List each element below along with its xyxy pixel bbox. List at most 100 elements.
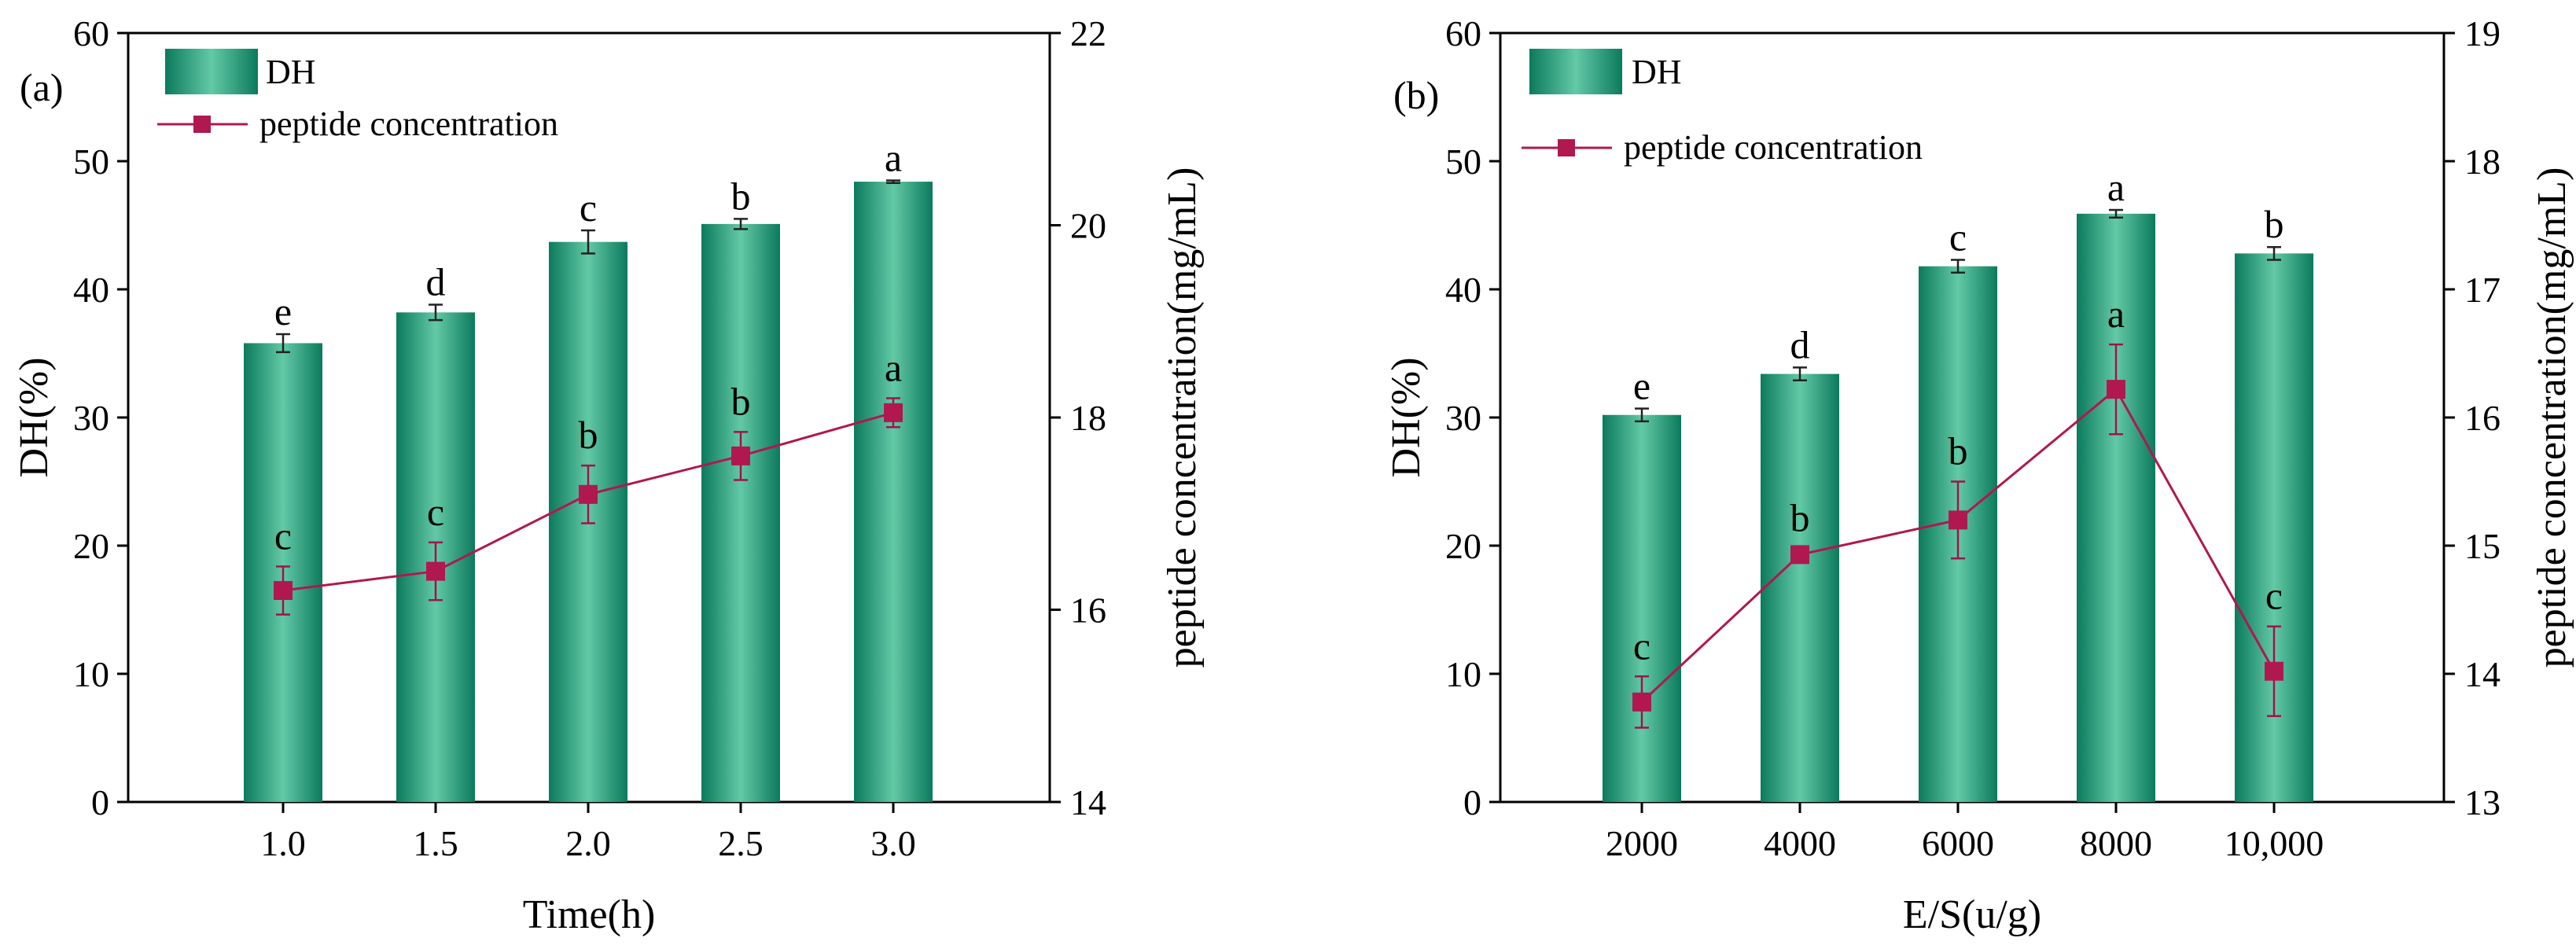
chart-a-legend-bar-label: DH	[266, 53, 316, 91]
line-point	[884, 403, 903, 422]
chart-b-legend-line-label: peptide concentration	[1624, 128, 1923, 167]
chart-b-y2-ticks: 13 14 15 16 17 18 19	[2444, 13, 2501, 822]
x-tick-label: 2.5	[718, 823, 764, 863]
chart-a-ylabel: DH(%)	[12, 357, 57, 477]
y-tick-label: 50	[1445, 142, 1481, 182]
line-significance-letter: c	[1633, 623, 1650, 668]
y-tick-label: 30	[73, 398, 109, 438]
y-tick-label: 20	[1445, 526, 1481, 566]
y2-tick-label: 18	[1070, 398, 1106, 438]
chart-a-legend-line-marker	[193, 116, 211, 133]
y2-tick-label: 17	[2464, 270, 2501, 310]
y2-tick-label: 14	[1070, 782, 1106, 822]
y2-tick-label: 18	[2464, 142, 2501, 182]
line-point	[731, 446, 750, 465]
bar-significance-letter: a	[885, 135, 902, 179]
y-tick-label: 0	[91, 782, 109, 822]
line-point	[1632, 692, 1651, 712]
chart-b-bars: e d c a b	[1603, 165, 2313, 803]
bar	[2077, 213, 2155, 803]
y-tick-label: 0	[1463, 782, 1481, 822]
bar-significance-letter: e	[274, 289, 292, 333]
bar-significance-letter: d	[1790, 322, 1810, 366]
y-tick-label: 30	[1445, 398, 1481, 438]
y-tick-label: 10	[1445, 654, 1481, 694]
x-tick-label: 10,000	[2225, 823, 2324, 863]
x-tick-label: 4000	[1764, 823, 1836, 863]
y-tick-label: 40	[1445, 270, 1481, 310]
chart-a-legend: DH peptide concentration	[157, 49, 558, 143]
line-point	[426, 561, 445, 581]
chart-a-legend-bar-swatch	[165, 49, 258, 94]
x-tick-label: 3.0	[870, 823, 916, 863]
chart-b-xlabel: E/S(u/g)	[1903, 892, 2041, 937]
y2-tick-label: 13	[2464, 782, 2501, 822]
line-significance-letter: c	[274, 513, 292, 557]
y-tick-label: 10	[73, 654, 109, 694]
y2-tick-label: 19	[2464, 13, 2501, 53]
line-significance-letter: b	[1949, 429, 1968, 473]
bar-significance-letter: b	[731, 174, 751, 218]
chart-b-legend-bar-label: DH	[1632, 53, 1682, 91]
bar-significance-letter: d	[426, 260, 446, 304]
y-tick-label: 50	[73, 142, 109, 182]
x-tick-label: 2.0	[565, 823, 611, 863]
line-significance-letter: a	[885, 346, 902, 390]
y-tick-label: 20	[73, 526, 109, 566]
bar-significance-letter: e	[1633, 364, 1650, 408]
y2-tick-label: 15	[2464, 526, 2501, 566]
line-significance-letter: b	[579, 413, 598, 457]
x-tick-label: 1.0	[260, 823, 306, 863]
chart-b-legend: DH peptide concentration	[1522, 49, 1923, 167]
bar-significance-letter: c	[1949, 215, 1967, 259]
chart-panel-a: 0 10 20 30 40 50 60 14 16 18 20 22 e d c b a 1.0 1.5 2.0…	[12, 13, 1205, 937]
chart-a-y-ticks: 0 10 20 30 40 50 60	[73, 13, 128, 822]
line-significance-letter: a	[2107, 292, 2125, 336]
chart-b-y-ticks: 0 10 20 30 40 50 60	[1445, 13, 1500, 822]
line-point	[2107, 380, 2125, 399]
line-significance-letter: b	[731, 379, 751, 423]
line-point	[2265, 661, 2283, 681]
y2-tick-label: 14	[2464, 654, 2501, 694]
x-tick-label: 6000	[1922, 823, 1994, 863]
y2-tick-label: 20	[1070, 206, 1106, 246]
line-point	[1949, 510, 1967, 530]
chart-b-legend-bar-swatch	[1529, 49, 1622, 94]
chart-a-line-series: c c b b a	[274, 346, 903, 616]
bar	[701, 223, 780, 802]
bar-significance-letter: a	[2107, 165, 2125, 209]
line-significance-letter: c	[2265, 574, 2283, 618]
line-point	[1790, 545, 1809, 565]
chart-b-line-series: c b b a c	[1632, 292, 2283, 729]
chart-b-panel-label: (b)	[1393, 73, 1439, 117]
chart-a-x-ticks: 1.0 1.5 2.0 2.5 3.0	[260, 802, 916, 863]
x-tick-label: 2000	[1606, 823, 1678, 863]
line-significance-letter: c	[427, 490, 444, 534]
chart-b-y2label: peptide concentration(mg/mL)	[2530, 167, 2574, 668]
chart-b-legend-line-marker	[1558, 139, 1575, 156]
x-tick-label: 1.5	[413, 823, 458, 863]
chart-a-y2label: peptide concentration(mg/mL)	[1160, 167, 1205, 668]
x-tick-label: 8000	[2080, 823, 2152, 863]
y2-tick-label: 16	[1070, 590, 1106, 631]
y2-tick-label: 22	[1070, 13, 1106, 53]
chart-b-x-ticks: 2000 4000 6000 8000 10,000	[1606, 802, 2324, 863]
line-point	[579, 484, 598, 504]
y-tick-label: 60	[73, 13, 109, 53]
chart-a-legend-line-label: peptide concentration	[259, 105, 558, 143]
bar	[854, 182, 933, 802]
bar-significance-letter: c	[580, 186, 597, 230]
y2-tick-label: 16	[2464, 398, 2501, 438]
y-tick-label: 40	[73, 270, 109, 310]
chart-a-y2-ticks: 14 16 18 20 22	[1050, 13, 1106, 822]
chart-a-xlabel: Time(h)	[523, 892, 656, 937]
bar-significance-letter: b	[2265, 202, 2284, 246]
bar	[2235, 253, 2313, 802]
y-tick-label: 60	[1445, 13, 1481, 53]
bar	[1761, 373, 1839, 803]
chart-panel-b: 0 10 20 30 40 50 60 13 14 15 16 17 18 19 e d c a b 2000 4…	[1384, 13, 2574, 937]
line-point	[274, 581, 293, 601]
chart-b-ylabel: DH(%)	[1384, 357, 1429, 477]
chart-a-panel-label: (a)	[20, 65, 64, 109]
